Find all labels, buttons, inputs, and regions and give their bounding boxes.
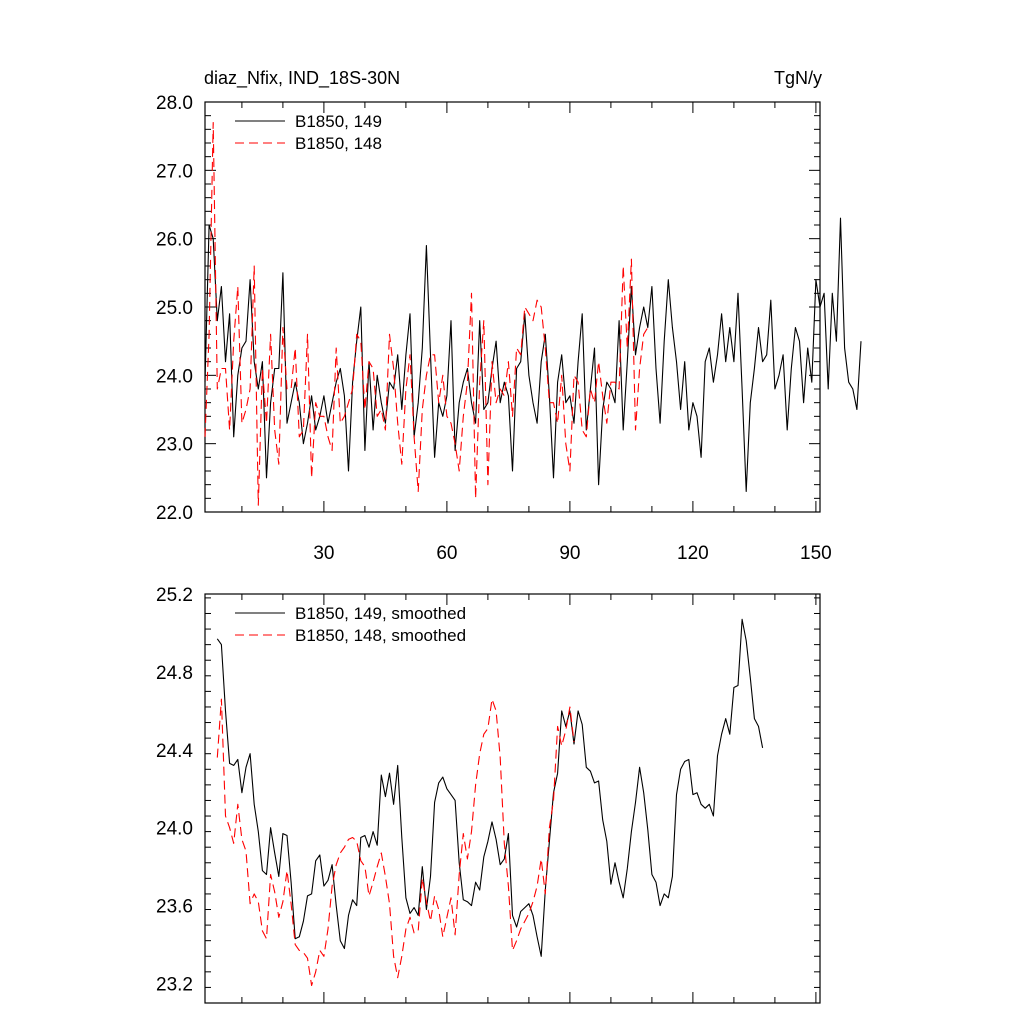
y-tick-label: 25.2 [156,585,193,606]
x-tick-label: 150 [800,543,832,564]
y-tick-label: 23.2 [156,975,193,996]
legend-label: B1850, 148, smoothed [295,626,466,645]
plot-frame [204,593,821,1004]
y-tick-label: 28.0 [156,93,193,114]
x-tick-label: 30 [313,543,334,564]
chart-title: diaz_Nfix, IND_18S-30N [204,68,400,89]
plot-frame [204,101,821,513]
x-tick-label: 90 [559,543,580,564]
y-tick-label: 24.4 [156,741,193,762]
y-tick-label: 23.6 [156,897,193,918]
series-line-148 [204,121,649,506]
y-tick-label: 24.0 [156,366,193,387]
y-tick-label: 26.0 [156,230,193,251]
x-tick-label: 60 [436,543,457,564]
legend-label: B1850, 148 [295,134,382,153]
units-label: TgN/y [774,68,822,88]
y-tick-label: 23.0 [156,435,193,456]
y-tick-label: 25.0 [156,298,193,319]
y-tick-label: 24.0 [156,819,193,840]
y-tick-label: 24.8 [156,663,193,684]
top-panel: 30 60 90 120 150 22.0 23.0 24.0 25.0 26.0 27.0 28.0… [156,93,862,564]
y-tick-label: 22.0 [156,503,193,524]
legend-label: B1850, 149, smoothed [295,604,466,623]
y-tick-label: 27.0 [156,161,193,182]
series-line-148 [216,698,575,987]
legend-label: B1850, 149 [295,112,382,131]
x-tick-label: 120 [677,543,709,564]
series-line-149 [216,618,764,957]
bottom-panel: 23.2 23.6 24.0 24.4 24.8 25.2 B1850, 149, smoo… [156,585,821,1004]
series-line-149 [204,217,862,493]
